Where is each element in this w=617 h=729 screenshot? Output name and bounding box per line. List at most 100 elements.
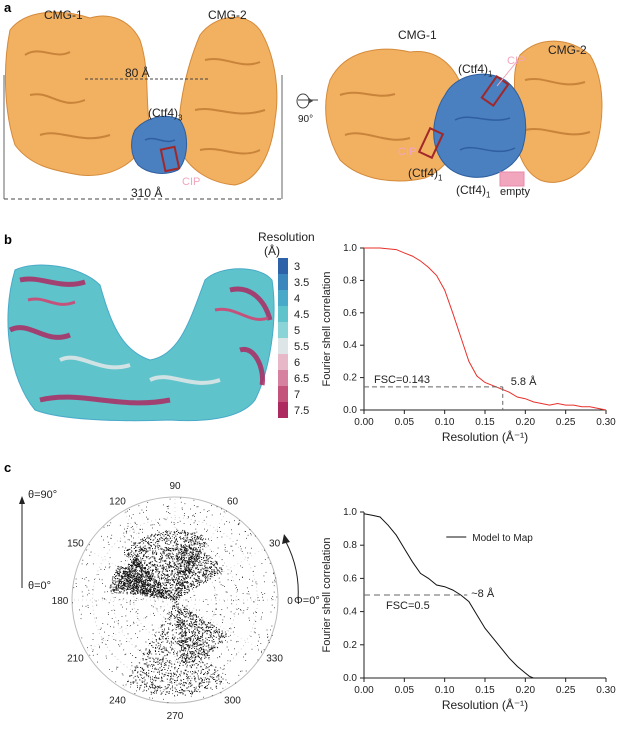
orientation-point — [179, 559, 181, 561]
orientation-point — [165, 534, 167, 535]
orientation-point — [177, 676, 179, 678]
orientation-point — [202, 535, 204, 537]
orientation-point — [199, 620, 200, 622]
orientation-point — [216, 679, 218, 681]
orientation-point — [111, 653, 113, 655]
orientation-point — [191, 621, 192, 623]
orientation-point — [145, 574, 147, 576]
orientation-point — [113, 590, 115, 592]
orientation-point — [215, 567, 217, 568]
orientation-point — [154, 548, 156, 550]
orientation-point — [158, 587, 160, 589]
orientation-point — [203, 574, 205, 576]
orientation-point — [190, 621, 192, 623]
orientation-point — [195, 549, 197, 551]
orientation-point — [248, 591, 249, 592]
orientation-point — [179, 612, 180, 614]
orientation-point — [143, 570, 145, 572]
orientation-point — [164, 686, 166, 688]
orientation-point — [148, 563, 150, 564]
orientation-point — [138, 583, 140, 585]
orientation-point — [226, 641, 228, 643]
orientation-point — [125, 576, 127, 578]
orientation-point — [132, 682, 134, 684]
orientation-point — [189, 571, 191, 573]
orientation-point — [73, 587, 75, 589]
orientation-point — [173, 598, 175, 600]
orientation-point — [167, 684, 169, 686]
orientation-point — [139, 549, 141, 550]
orientation-point — [188, 637, 190, 639]
orientation-point — [177, 606, 179, 607]
orientation-point — [144, 563, 146, 565]
orientation-point — [207, 604, 209, 605]
orientation-point — [202, 648, 204, 650]
orientation-point — [129, 675, 131, 677]
orientation-point — [158, 589, 160, 590]
orientation-point — [183, 568, 185, 570]
orientation-point — [165, 649, 167, 651]
orientation-point — [136, 549, 138, 551]
orientation-point — [155, 639, 157, 640]
polar-angle-label: 300 — [224, 696, 241, 707]
orientation-point — [219, 636, 221, 638]
rotation-icon — [296, 93, 318, 109]
x-tick-label: 0.00 — [354, 417, 374, 428]
orientation-point — [152, 570, 154, 571]
orientation-point — [105, 585, 106, 587]
orientation-point — [118, 573, 120, 575]
orientation-point — [182, 664, 184, 666]
orientation-point — [168, 552, 170, 554]
orientation-point — [200, 666, 202, 668]
orientation-point — [161, 558, 163, 560]
orientation-point — [151, 524, 153, 526]
orientation-point — [185, 663, 186, 665]
orientation-point — [177, 556, 179, 558]
orientation-point — [214, 566, 216, 568]
orientation-point — [158, 643, 160, 644]
orientation-point — [210, 649, 212, 651]
orientation-point — [183, 558, 185, 559]
orientation-point — [164, 655, 166, 657]
orientation-point — [186, 620, 188, 622]
orientation-point — [148, 541, 149, 542]
orientation-point — [182, 635, 184, 637]
orientation-point — [167, 594, 169, 596]
orientation-point — [141, 541, 143, 542]
orientation-point — [193, 544, 195, 546]
orientation-point — [183, 658, 185, 660]
orientation-point — [171, 557, 173, 559]
orientation-point — [161, 665, 162, 667]
orientation-point — [152, 697, 153, 699]
orientation-point — [164, 582, 166, 584]
orientation-point — [185, 644, 187, 645]
orientation-point — [166, 597, 168, 599]
orientation-point — [133, 592, 135, 594]
orientation-point — [147, 502, 149, 503]
orientation-point — [230, 595, 232, 597]
orientation-point — [161, 633, 163, 635]
orientation-point — [188, 560, 190, 562]
orientation-point — [138, 580, 140, 582]
orientation-point — [222, 619, 224, 621]
orientation-point — [221, 570, 223, 572]
orientation-point — [172, 634, 174, 636]
orientation-point — [197, 654, 199, 656]
orientation-point — [157, 646, 158, 648]
orientation-point — [137, 542, 139, 544]
orientation-point — [135, 559, 137, 561]
orientation-point — [147, 592, 149, 594]
orientation-point — [155, 635, 156, 637]
orientation-point — [195, 587, 197, 589]
orientation-point — [149, 657, 151, 659]
colorbar-swatch — [278, 306, 288, 322]
orientation-point — [196, 639, 198, 641]
orientation-point — [219, 567, 221, 569]
orientation-point — [179, 556, 180, 558]
orientation-point — [202, 548, 204, 550]
orientation-point — [178, 532, 179, 533]
orientation-point — [172, 685, 173, 687]
orientation-point — [131, 575, 133, 577]
orientation-point — [144, 679, 146, 681]
orientation-point — [176, 528, 178, 530]
